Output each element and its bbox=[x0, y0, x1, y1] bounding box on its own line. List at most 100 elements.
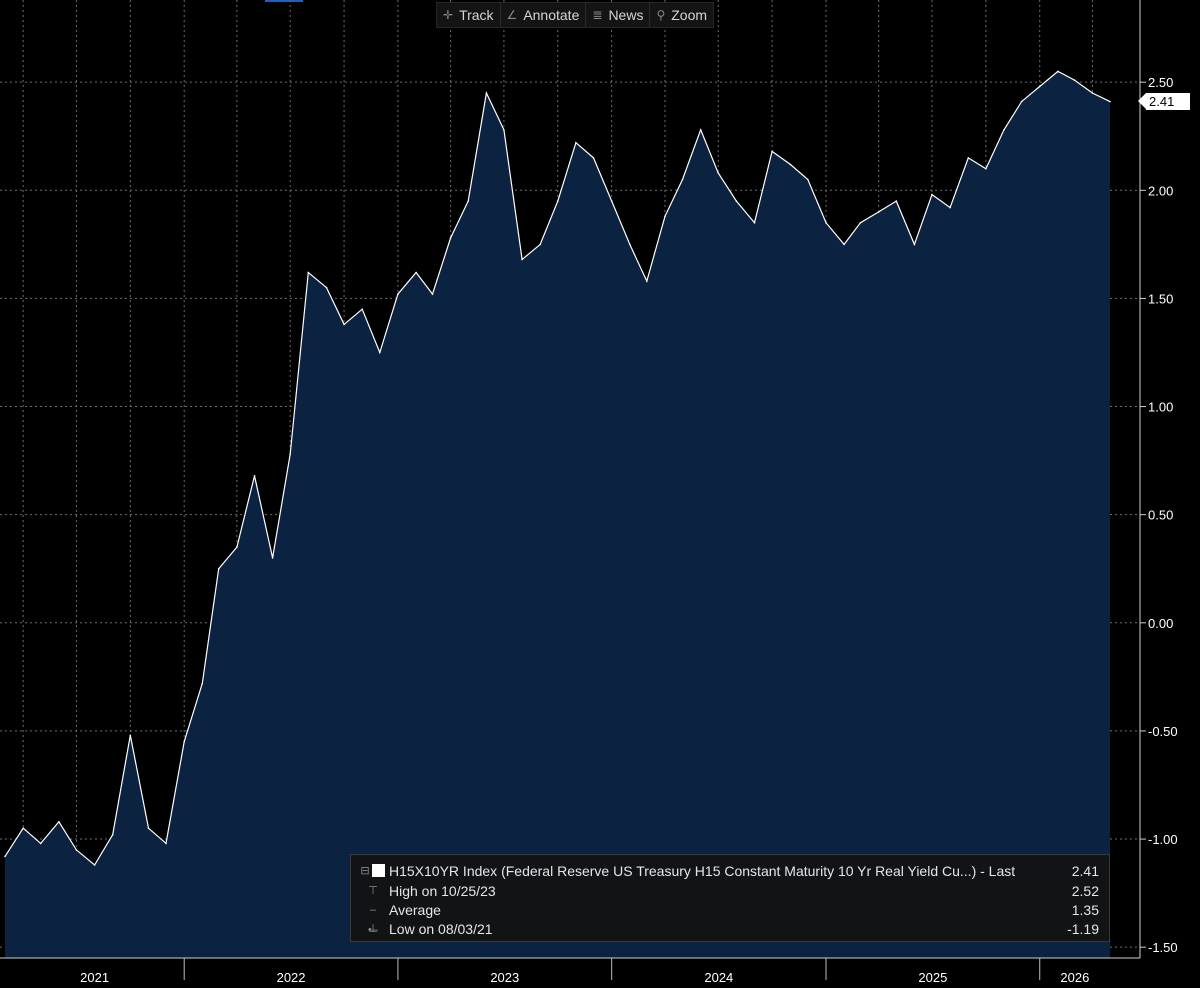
legend-high-value: 2.52 bbox=[1071, 883, 1099, 899]
x-tick-label: 2022 bbox=[277, 970, 306, 985]
pencil-icon: ∠ bbox=[506, 8, 518, 22]
y-tick-label: 0.50 bbox=[1148, 508, 1173, 523]
y-tick-label: 1.50 bbox=[1148, 291, 1173, 306]
series-point bbox=[1073, 79, 1076, 81]
series-point bbox=[467, 200, 470, 202]
series-point bbox=[646, 280, 648, 282]
series-point bbox=[415, 271, 417, 274]
top-accent-bar bbox=[265, 0, 303, 2]
x-tick-label: 2024 bbox=[704, 970, 733, 985]
series-point bbox=[449, 237, 452, 239]
magnifier-icon: ⚲ bbox=[656, 8, 666, 22]
series-point bbox=[1109, 100, 1111, 103]
series-point bbox=[183, 740, 185, 743]
crosshair-icon: ✛ bbox=[443, 8, 454, 22]
annotate-button[interactable]: ∠ Annotate bbox=[501, 3, 587, 27]
series-point bbox=[1003, 129, 1005, 131]
low-marker-icon: ⊥ bbox=[368, 923, 378, 935]
series-point bbox=[147, 827, 150, 829]
series-point bbox=[93, 864, 96, 866]
series-point bbox=[1020, 100, 1023, 103]
series-point bbox=[4, 855, 6, 858]
series-point bbox=[111, 833, 114, 836]
y-tick-label: 2.00 bbox=[1148, 183, 1173, 198]
series-point bbox=[343, 323, 345, 326]
series-point bbox=[629, 243, 631, 246]
series-point bbox=[664, 215, 666, 218]
series-point bbox=[75, 849, 78, 851]
x-tick-label: 2025 bbox=[918, 970, 947, 985]
track-label: Track bbox=[459, 7, 494, 23]
series-point bbox=[771, 150, 773, 153]
y-tick-label: 2.50 bbox=[1148, 75, 1173, 90]
series-point bbox=[1091, 92, 1094, 94]
series-point bbox=[1057, 70, 1059, 73]
series-point bbox=[825, 221, 827, 224]
news-button[interactable]: ≣ News bbox=[586, 3, 651, 27]
series-point bbox=[271, 557, 274, 559]
legend-series-row[interactable]: ⊟ H15X10YR Index (Federal Reserve US Tre… bbox=[351, 861, 1109, 881]
y-tick-label: -1.50 bbox=[1148, 940, 1178, 955]
legend-average-row: –•– Average 1.35 bbox=[351, 900, 1109, 936]
chart-legend[interactable]: ⊟ H15X10YR Index (Federal Reserve US Tre… bbox=[350, 854, 1110, 942]
series-point bbox=[307, 271, 310, 274]
series-point bbox=[503, 129, 505, 131]
last-value-tag: 2.41 bbox=[1138, 93, 1190, 110]
series-point bbox=[735, 200, 738, 202]
average-marker-icon: –•– bbox=[368, 904, 378, 936]
series-point bbox=[681, 178, 684, 181]
legend-high-row: ⊤ High on 10/25/23 2.52 bbox=[351, 881, 1109, 901]
collapse-icon[interactable]: ⊟ bbox=[360, 865, 370, 877]
series-point bbox=[379, 351, 381, 354]
series-point bbox=[931, 193, 933, 196]
series-point bbox=[58, 821, 60, 823]
series-point bbox=[397, 293, 399, 295]
series-point bbox=[361, 308, 364, 311]
chart-toolbar: ✛ Track ∠ Annotate ≣ News ⚲ Zoom bbox=[436, 2, 715, 28]
series-point bbox=[753, 221, 756, 224]
series-swatch bbox=[372, 864, 385, 877]
y-tick-label: -0.50 bbox=[1148, 724, 1178, 739]
legend-low-label: Low on 08/03/21 bbox=[389, 921, 493, 937]
series-point bbox=[521, 258, 523, 261]
x-tick-label: 2021 bbox=[80, 970, 109, 985]
y-tick-label: 1.00 bbox=[1148, 400, 1173, 415]
series-point bbox=[22, 827, 25, 829]
legend-series-value: 2.41 bbox=[1071, 863, 1099, 879]
series-point bbox=[789, 163, 792, 166]
series-point bbox=[539, 243, 541, 246]
series-point bbox=[699, 129, 702, 131]
series-point bbox=[431, 293, 434, 295]
zoom-button[interactable]: ⚲ Zoom bbox=[650, 3, 713, 27]
series-point bbox=[217, 567, 220, 570]
zoom-label: Zoom bbox=[671, 7, 708, 23]
news-label: News bbox=[608, 7, 644, 23]
series-point bbox=[717, 172, 719, 174]
axis-layer: -1.50 -1.00 -0.50 0.00 0.50 1.00 1.50 2.00 2.50 2… bbox=[0, 0, 1178, 985]
y-tick-label: 0.00 bbox=[1148, 616, 1173, 631]
high-marker-icon: ⊤ bbox=[368, 885, 378, 897]
series-point bbox=[807, 178, 809, 181]
series-point bbox=[610, 200, 613, 202]
legend-average-label: Average bbox=[389, 902, 441, 918]
series-point bbox=[39, 842, 42, 845]
legend-low-value: -1.19 bbox=[1067, 921, 1099, 937]
series-point bbox=[877, 211, 880, 213]
series-point bbox=[557, 200, 559, 202]
series-point bbox=[485, 92, 488, 94]
y-tick-label: -1.00 bbox=[1148, 832, 1178, 847]
series-point bbox=[165, 842, 167, 845]
series-point bbox=[1038, 85, 1041, 88]
series-point bbox=[985, 167, 987, 170]
series-point bbox=[253, 475, 256, 477]
news-icon: ≣ bbox=[592, 8, 603, 22]
series-point bbox=[913, 243, 916, 246]
area-layer bbox=[4, 70, 1111, 958]
series-point bbox=[859, 221, 862, 224]
track-button[interactable]: ✛ Track bbox=[437, 3, 501, 27]
series-point bbox=[895, 200, 898, 202]
legend-high-label: High on 10/25/23 bbox=[389, 883, 496, 899]
series-point bbox=[201, 682, 204, 685]
series-point bbox=[949, 206, 951, 209]
